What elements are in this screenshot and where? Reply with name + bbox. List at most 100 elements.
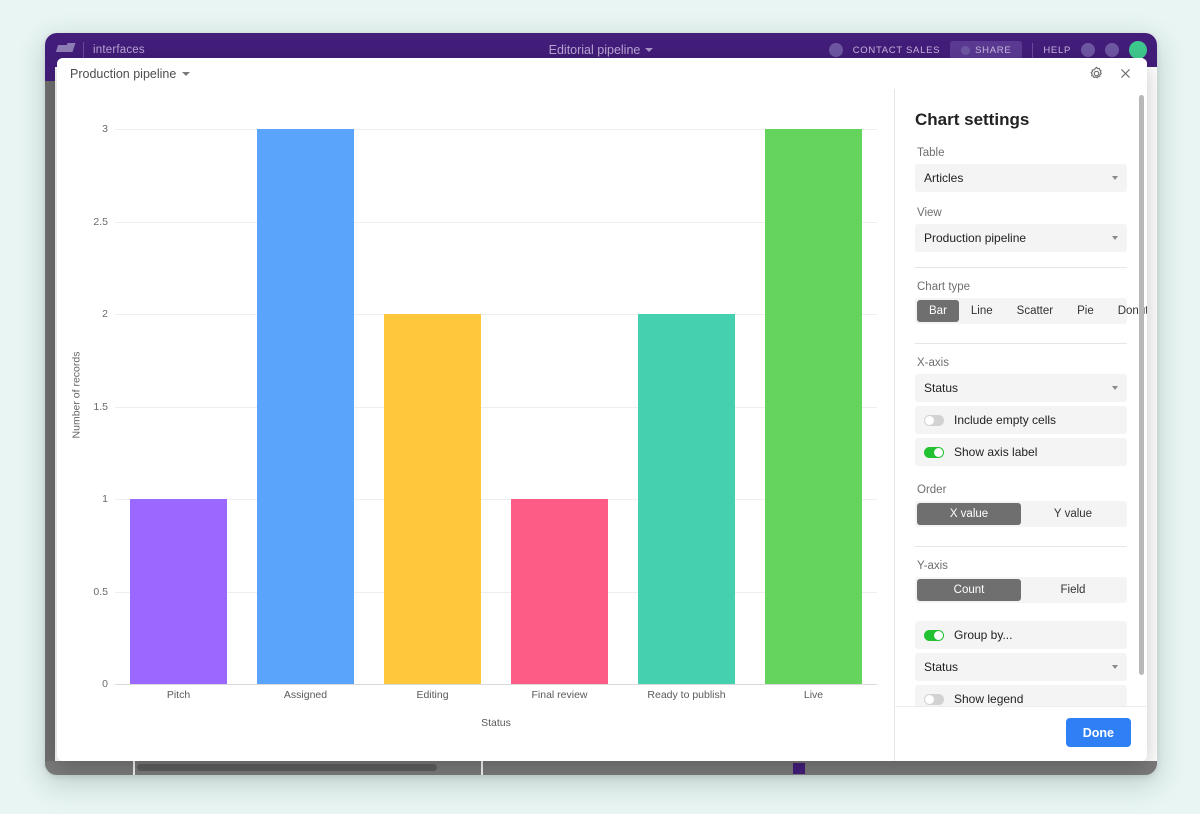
order-segmented-control[interactable]: X value Y value bbox=[915, 501, 1127, 527]
x-axis-tick-label: Live bbox=[803, 689, 824, 701]
y-axis-label: Y-axis bbox=[917, 560, 948, 572]
history-icon[interactable] bbox=[1105, 43, 1119, 57]
y-axis-tick-label: 0.5 bbox=[93, 585, 108, 598]
show-legend-row[interactable]: Show legend bbox=[915, 685, 1127, 707]
bar-final-review[interactable] bbox=[511, 499, 608, 684]
y-axis-option-count[interactable]: Count bbox=[917, 579, 1021, 601]
scroll-marker bbox=[793, 763, 805, 774]
chevron-down-icon bbox=[1112, 386, 1118, 390]
x-axis-tick-label: Editing bbox=[416, 689, 449, 701]
app-header-title[interactable]: Editorial pipeline bbox=[45, 33, 1157, 67]
y-axis-tick-label: 1.5 bbox=[93, 400, 108, 413]
group-by-row[interactable]: Group by... bbox=[915, 621, 1127, 649]
app-window: interfaces Editorial pipeline CONTACT SA… bbox=[45, 33, 1157, 775]
view-select-value: Production pipeline bbox=[924, 231, 1027, 245]
show-axis-label-toggle[interactable] bbox=[924, 446, 944, 458]
plot-area: 0 0.5 1 1.5 2 2.5 3 bbox=[93, 123, 877, 690]
gridline bbox=[115, 591, 877, 593]
view-switcher[interactable]: Production pipeline bbox=[70, 66, 191, 81]
x-axis-tick-labels: Pitch Assigned Editing Final review Ready to… bbox=[115, 689, 877, 701]
order-option-y-value[interactable]: Y value bbox=[1053, 508, 1093, 520]
close-icon[interactable] bbox=[1118, 66, 1133, 81]
bar-slot bbox=[623, 129, 750, 684]
chart-type-option-line[interactable]: Line bbox=[970, 305, 993, 317]
chart-type-label: Chart type bbox=[917, 281, 971, 293]
include-empty-cells-toggle[interactable] bbox=[924, 414, 944, 426]
done-button[interactable]: Done bbox=[1065, 718, 1131, 747]
y-axis-tick-label: 3 bbox=[102, 123, 108, 135]
help-link[interactable]: HELP bbox=[1043, 44, 1071, 56]
chevron-down-icon bbox=[1112, 236, 1118, 240]
table-select[interactable]: Articles bbox=[915, 164, 1127, 192]
scrollbar-thumb[interactable] bbox=[137, 764, 437, 771]
contact-sales-link[interactable]: CONTACT SALES bbox=[852, 44, 941, 56]
bar-assigned[interactable] bbox=[257, 129, 354, 684]
show-legend-label: Show legend bbox=[954, 692, 1024, 706]
y-axis-title: Number of records bbox=[65, 89, 87, 701]
chevron-down-icon bbox=[1112, 665, 1118, 669]
group-by-toggle[interactable] bbox=[924, 629, 944, 641]
bar-editing[interactable] bbox=[384, 314, 481, 684]
gear-icon[interactable] bbox=[1089, 66, 1104, 81]
x-axis-tick-label: Pitch bbox=[166, 689, 191, 701]
avatar[interactable] bbox=[1129, 41, 1147, 59]
interfaces-label[interactable]: interfaces bbox=[93, 44, 145, 56]
header-divider-2 bbox=[1032, 42, 1034, 58]
y-axis-title-text: Number of records bbox=[70, 351, 83, 439]
bar-series bbox=[115, 129, 877, 684]
x-axis-field-select[interactable]: Status bbox=[915, 374, 1127, 402]
chart-settings-panel: Chart settings Table Articles View Produ… bbox=[894, 89, 1147, 761]
x-axis-field-value: Status bbox=[924, 381, 959, 395]
share-button[interactable]: SHARE bbox=[950, 40, 1023, 60]
gridline bbox=[115, 499, 877, 500]
show-axis-label-label: Show axis label bbox=[954, 445, 1038, 459]
chevron-down-icon bbox=[182, 71, 191, 76]
bar-pitch[interactable] bbox=[130, 499, 227, 684]
bar-live[interactable] bbox=[765, 129, 862, 684]
y-axis-tick-label: 2.5 bbox=[93, 215, 108, 228]
chart-type-option-bar[interactable]: Bar bbox=[917, 300, 959, 322]
x-axis-label: X-axis bbox=[917, 357, 949, 369]
x-axis-title-text: Status bbox=[481, 717, 511, 729]
dialog-toolbar: Production pipeline bbox=[57, 58, 1147, 90]
group-by-label: Group by... bbox=[954, 628, 1013, 642]
share-icon bbox=[961, 45, 971, 55]
y-axis-tick-label: 0 bbox=[102, 678, 108, 690]
app-header-right: CONTACT SALES SHARE HELP bbox=[828, 33, 1147, 67]
header-divider bbox=[83, 42, 84, 58]
y-axis-tick-label: 1 bbox=[102, 493, 108, 505]
y-axis-segmented-control[interactable]: Count Field bbox=[915, 577, 1127, 603]
view-switcher-label: Production pipeline bbox=[70, 66, 177, 81]
y-axis-option-field[interactable]: Field bbox=[1060, 584, 1086, 596]
settings-scrollbar[interactable] bbox=[1139, 95, 1144, 675]
group-by-field-value: Status bbox=[924, 660, 959, 674]
order-option-x-value[interactable]: X value bbox=[917, 503, 1021, 525]
bar-slot bbox=[750, 129, 877, 684]
chat-icon[interactable] bbox=[828, 43, 843, 57]
chart-type-option-scatter[interactable]: Scatter bbox=[1016, 305, 1054, 317]
chart-type-segmented-control[interactable]: Bar Line Scatter Pie Donut bbox=[915, 298, 1147, 324]
show-axis-label-row[interactable]: Show axis label bbox=[915, 438, 1127, 466]
view-label: View bbox=[917, 207, 942, 219]
y-axis-tick-label: 2 bbox=[102, 308, 108, 320]
bar-slot bbox=[242, 129, 369, 684]
share-label: SHARE bbox=[975, 44, 1012, 56]
group-by-field-select[interactable]: Status bbox=[915, 653, 1127, 681]
horizontal-scrollbar[interactable] bbox=[45, 761, 1157, 775]
chart-type-option-pie[interactable]: Pie bbox=[1077, 305, 1094, 317]
bar-ready-to-publish[interactable] bbox=[638, 314, 735, 684]
view-select[interactable]: Production pipeline bbox=[915, 224, 1127, 252]
chart-canvas: Number of records 0 0.5 1 1.5 2 2.5 3 Pitch Ass… bbox=[57, 89, 895, 761]
table-label: Table bbox=[917, 147, 945, 159]
divider bbox=[915, 267, 1127, 268]
include-empty-cells-row[interactable]: Include empty cells bbox=[915, 406, 1127, 434]
x-axis-tick-label: Ready to publish bbox=[647, 689, 726, 701]
notifications-icon[interactable] bbox=[1081, 43, 1095, 57]
show-legend-toggle[interactable] bbox=[924, 693, 944, 705]
panel-footer: Done bbox=[895, 706, 1147, 761]
gridline bbox=[115, 314, 877, 315]
order-label: Order bbox=[917, 484, 947, 496]
divider bbox=[915, 546, 1127, 547]
app-header-left: interfaces bbox=[55, 33, 145, 67]
